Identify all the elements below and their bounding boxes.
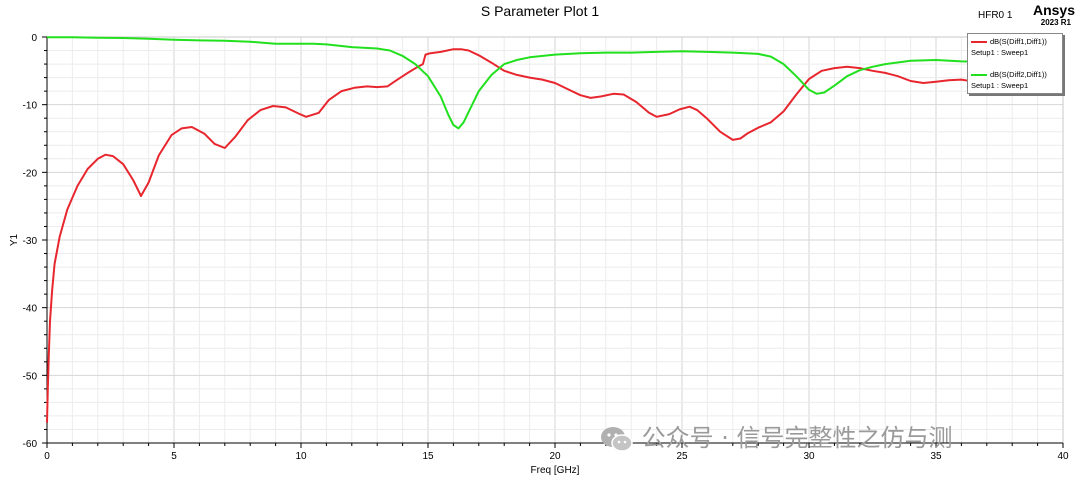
- y-tick-label: -40: [23, 304, 38, 315]
- x-tick-label: 15: [422, 451, 434, 462]
- ansys-logo: Ansys: [1032, 2, 1075, 18]
- x-tick-label: 25: [676, 451, 688, 462]
- x-tick-label: 5: [171, 451, 177, 462]
- wechat-icon: [601, 427, 633, 452]
- x-tick-label: 30: [803, 451, 815, 462]
- x-axis-label: Freq [GHz]: [531, 465, 580, 476]
- x-tick-label: 35: [930, 451, 942, 462]
- y-tick-label: 0: [31, 33, 37, 44]
- watermark-text: 公众号 · 信号完整性之仿与测: [641, 424, 953, 452]
- chart-title: S Parameter Plot 1: [480, 3, 600, 19]
- series-line-s21: [47, 36, 1064, 130]
- legend-series-sub: Setup1 : Sweep1: [971, 81, 1029, 90]
- x-tick-label: 40: [1057, 451, 1069, 462]
- x-tick-label: 10: [295, 451, 307, 462]
- y-tick-label: -10: [23, 101, 38, 112]
- series-line-s11: [46, 48, 1064, 423]
- legend-series-name: dB(S(Diff2,Diff1)): [990, 70, 1047, 79]
- legend-swatch-green: [971, 74, 987, 76]
- y-tick-label: -50: [23, 371, 38, 382]
- x-tick-label: 20: [549, 451, 561, 462]
- chart-legend[interactable]: dB(S(Diff1,Diff1)) Setup1 : Sweep1 dB(S(…: [967, 33, 1063, 94]
- y-tick-label: -20: [23, 168, 38, 179]
- legend-series-sub: Setup1 : Sweep1: [971, 48, 1029, 57]
- y-tick-label: -60: [23, 439, 38, 450]
- ansys-version: 2023 R1: [1040, 18, 1071, 27]
- project-label: HFR0 1: [978, 10, 1013, 21]
- x-tick-label: 0: [44, 451, 50, 462]
- watermark: 公众号 · 信号完整性之仿与测: [600, 418, 953, 454]
- y-tick-label: -30: [23, 236, 38, 247]
- y-axis-label: Y1: [9, 233, 20, 246]
- legend-series-name: dB(S(Diff1,Diff1)): [990, 37, 1047, 46]
- legend-swatch-red: [971, 41, 987, 43]
